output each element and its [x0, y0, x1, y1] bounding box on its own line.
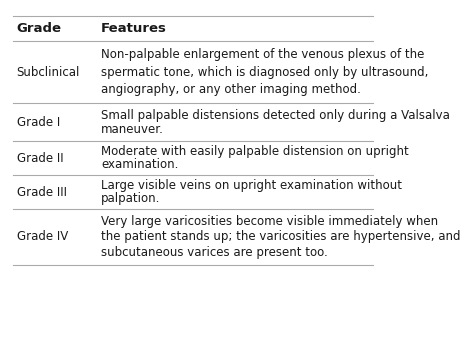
Text: Grade II: Grade II	[17, 152, 64, 165]
Text: Grade III: Grade III	[17, 186, 67, 199]
Text: maneuver.: maneuver.	[101, 123, 164, 136]
Text: Features: Features	[101, 22, 167, 35]
Text: angiography, or any other imaging method.: angiography, or any other imaging method…	[101, 83, 361, 96]
Text: spermatic tone, which is diagnosed only by ultrasound,: spermatic tone, which is diagnosed only …	[101, 66, 428, 79]
Text: Non-palpable enlargement of the venous plexus of the: Non-palpable enlargement of the venous p…	[101, 48, 425, 61]
Text: Very large varicosities become visible immediately when: Very large varicosities become visible i…	[101, 215, 438, 228]
Text: palpation.: palpation.	[101, 192, 161, 205]
Text: Subclinical: Subclinical	[17, 66, 80, 79]
Text: Large visible veins on upright examination without: Large visible veins on upright examinati…	[101, 179, 402, 192]
Text: Grade I: Grade I	[17, 116, 60, 129]
Text: the patient stands up; the varicosities are hypertensive, and: the patient stands up; the varicosities …	[101, 230, 461, 243]
Text: Grade IV: Grade IV	[17, 230, 68, 243]
Text: Grade: Grade	[17, 22, 62, 35]
Text: examination.: examination.	[101, 158, 179, 171]
Text: subcutaneous varices are present too.: subcutaneous varices are present too.	[101, 246, 328, 259]
Text: Moderate with easily palpable distension on upright: Moderate with easily palpable distension…	[101, 145, 409, 158]
Text: Small palpable distensions detected only during a Valsalva: Small palpable distensions detected only…	[101, 109, 450, 122]
